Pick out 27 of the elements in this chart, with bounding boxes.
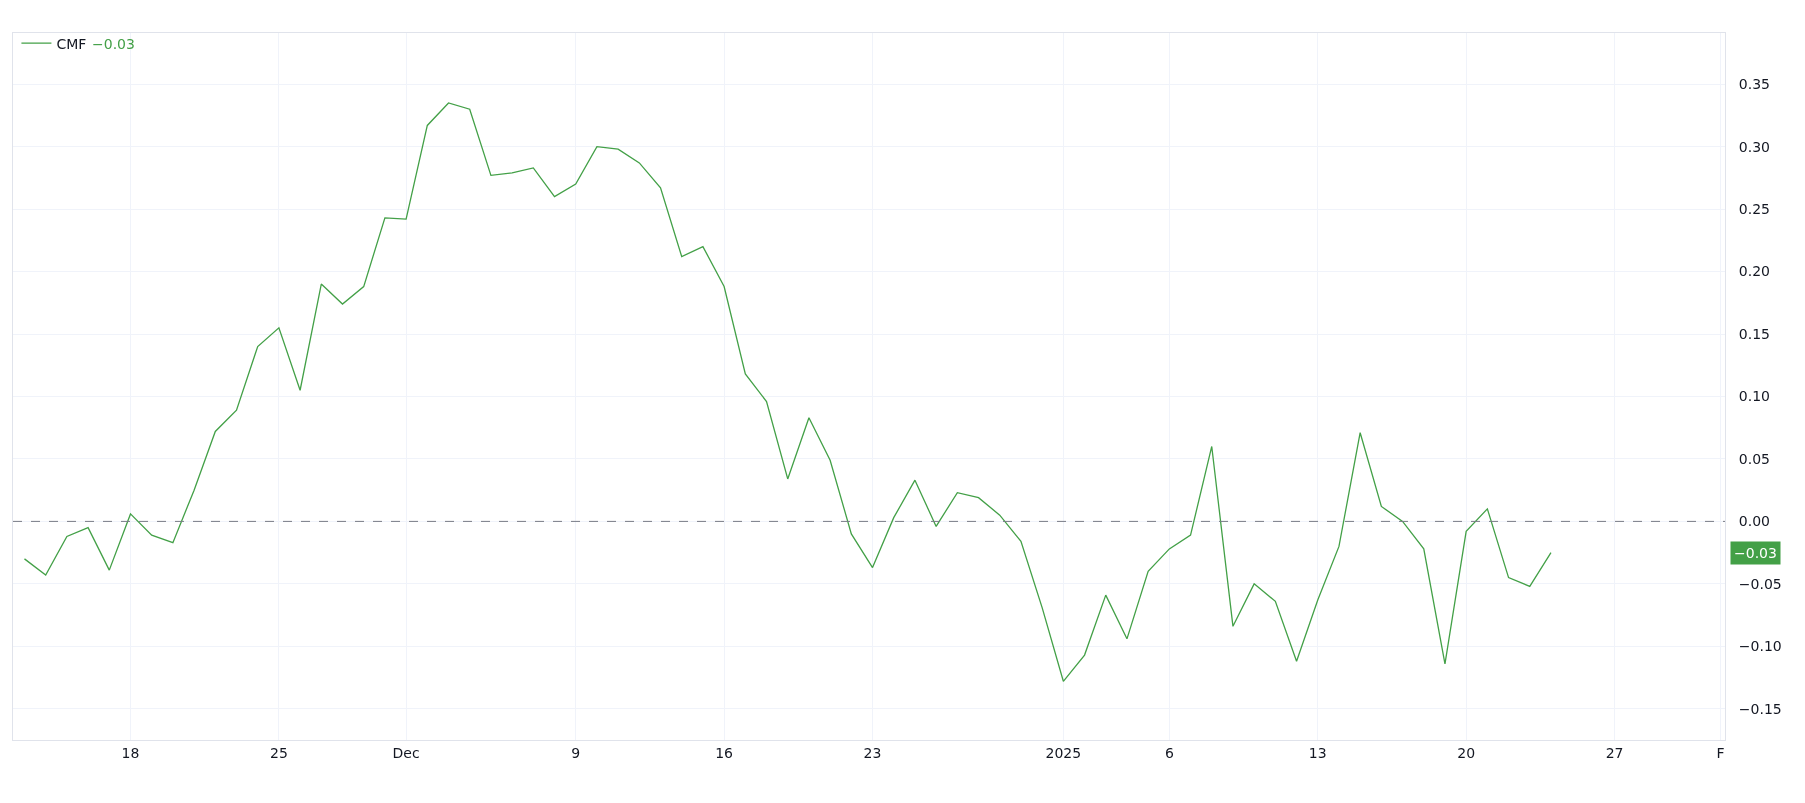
x-tick-label: 27 — [1605, 744, 1624, 761]
x-tick-label: 13 — [1308, 744, 1327, 761]
y-tick-label: 0.30 — [1738, 138, 1770, 155]
x-tick-label: 23 — [863, 744, 882, 761]
y-tick-label: 0.10 — [1738, 388, 1770, 405]
y-tick-label: 0.05 — [1738, 450, 1770, 467]
text: −0.03 — [1734, 545, 1777, 561]
x-tick-label: 18 — [121, 744, 140, 761]
x-tick-label: 16 — [715, 744, 734, 761]
x-tick-label: 20 — [1457, 744, 1476, 761]
y-tick-label: 0.35 — [1738, 76, 1770, 93]
y-tick-label: 0.20 — [1738, 263, 1770, 280]
y-tick-label: 0.25 — [1738, 201, 1770, 218]
legend-label: CMF — [56, 35, 87, 52]
x-tick-label: 9 — [571, 744, 581, 761]
y-tick-label: −0.15 — [1738, 700, 1782, 717]
y-tick-label: −0.05 — [1738, 575, 1782, 592]
line-series — [23, 102, 1552, 682]
y-tick-label: 0.15 — [1738, 325, 1770, 342]
x-tick-label: 2025 — [1045, 744, 1082, 761]
x-tick-label: Dec — [392, 744, 420, 761]
x-tick-label: F — [1716, 744, 1725, 761]
annotation: −0.03 — [92, 36, 135, 52]
x-tick-label: 6 — [1164, 744, 1174, 761]
y-tick-label: −0.10 — [1738, 638, 1782, 655]
x-tick-label: 25 — [269, 744, 288, 761]
y-tick-label: 0.00 — [1738, 513, 1770, 530]
